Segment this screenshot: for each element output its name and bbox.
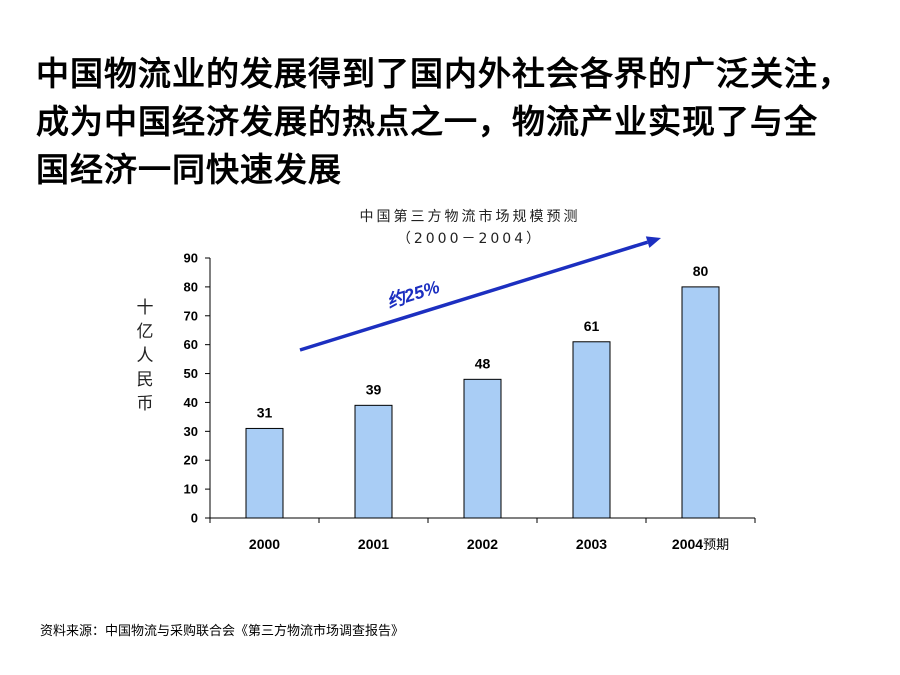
data-label: 31	[257, 404, 273, 420]
x-tick-label: 2001	[358, 536, 389, 552]
x-tick-label: 2004预期	[672, 536, 729, 553]
data-label: 39	[366, 381, 382, 397]
y-tick-label: 20	[184, 453, 198, 468]
data-label: 80	[693, 263, 709, 279]
bar	[572, 341, 611, 519]
headline-line-2: 成为中国经济发展的热点之一，物流产业实现了与全	[36, 102, 818, 141]
y-axis-label-char: 民	[136, 370, 154, 390]
y-tick-label: 0	[191, 511, 198, 526]
y-tick-label: 90	[184, 251, 198, 266]
bar	[463, 378, 502, 519]
y-tick-label: 60	[184, 337, 198, 352]
growth-annotation: 约25%	[384, 277, 442, 312]
x-tick-label: 2002	[467, 536, 498, 552]
growth-arrow-head	[645, 236, 661, 248]
bar	[245, 427, 284, 519]
y-axis-label-char: 亿	[136, 322, 154, 342]
chart-title-block: 中国第三方物流市场规模预测 （2000－2004）	[300, 206, 640, 250]
headline-line-3: 国经济一同快速发展	[36, 150, 342, 189]
bar	[354, 404, 393, 519]
y-axis-label-char: 币	[136, 394, 154, 414]
y-axis-label-char: 十	[136, 298, 154, 318]
data-label: 61	[584, 318, 600, 334]
x-tick-suffix: 预期	[703, 538, 729, 553]
chart-title: 中国第三方物流市场规模预测	[359, 209, 581, 225]
x-tick-label: 2003	[576, 536, 607, 552]
y-tick-label: 10	[184, 482, 198, 497]
headline: 中国物流业的发展得到了国内外社会各界的广泛关注， 成为中国经济发展的热点之一，物…	[36, 50, 876, 194]
y-tick-label: 70	[184, 308, 198, 323]
data-label: 48	[475, 355, 491, 371]
y-tick-label: 50	[184, 366, 198, 381]
y-axis-label-char: 人	[136, 346, 154, 366]
y-tick-label: 80	[184, 279, 198, 294]
growth-arrow-line	[299, 240, 649, 352]
y-axis-label: 十亿人民币	[135, 296, 155, 416]
headline-line-1: 中国物流业的发展得到了国内外社会各界的广泛关注，	[36, 54, 852, 93]
chart-subtitle: （2000－2004）	[396, 231, 544, 247]
y-tick-label: 30	[184, 424, 198, 439]
bar	[681, 286, 720, 519]
y-tick-label: 40	[184, 395, 198, 410]
x-tick-label: 2000	[249, 536, 280, 552]
source-note: 资料来源：中国物流与采购联合会《第三方物流市场调查报告》	[40, 624, 405, 639]
